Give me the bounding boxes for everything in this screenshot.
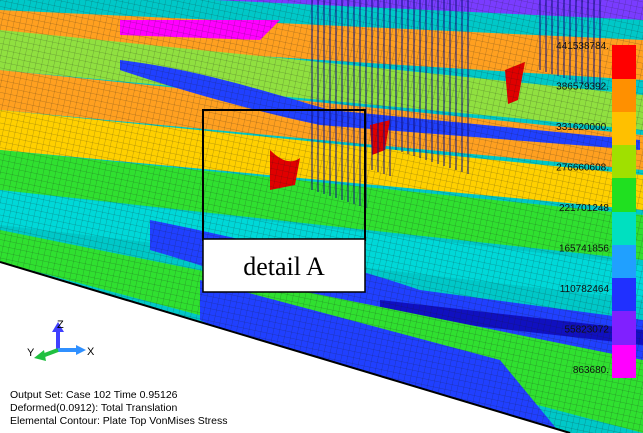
detail-label: detail A [243, 252, 325, 281]
legend-label: 276660608. [556, 163, 609, 174]
legend-label: 386579392. [556, 82, 609, 93]
axis-z: Z [57, 319, 64, 331]
info-line: Output Set: Case 102 Time 0.95126 [10, 389, 178, 401]
legend-labels: 441538784. 386579392. 331620000. 276660608.… [556, 41, 609, 376]
legend-label: 441538784. [556, 41, 609, 52]
legend [612, 45, 636, 378]
legend-label: 110782464 [560, 284, 610, 295]
scene: detail A 441538784. 386579392. 331620000. 2… [0, 0, 643, 433]
legend-label: 331620000. [556, 122, 609, 133]
axis-x: X [87, 346, 95, 358]
info-line: Deformed(0.0912): Total Translation [10, 402, 177, 414]
axis-y: Y [27, 347, 35, 359]
legend-label: 55823072 [565, 325, 610, 336]
legend-label: 165741856 [559, 244, 609, 255]
legend-label: 863680. [573, 365, 609, 376]
viewport: detail A 441538784. 386579392. 331620000. 2… [0, 0, 643, 433]
legend-label: 221701248 [559, 203, 609, 214]
info-line: Elemental Contour: Plate Top VonMises St… [10, 415, 228, 427]
